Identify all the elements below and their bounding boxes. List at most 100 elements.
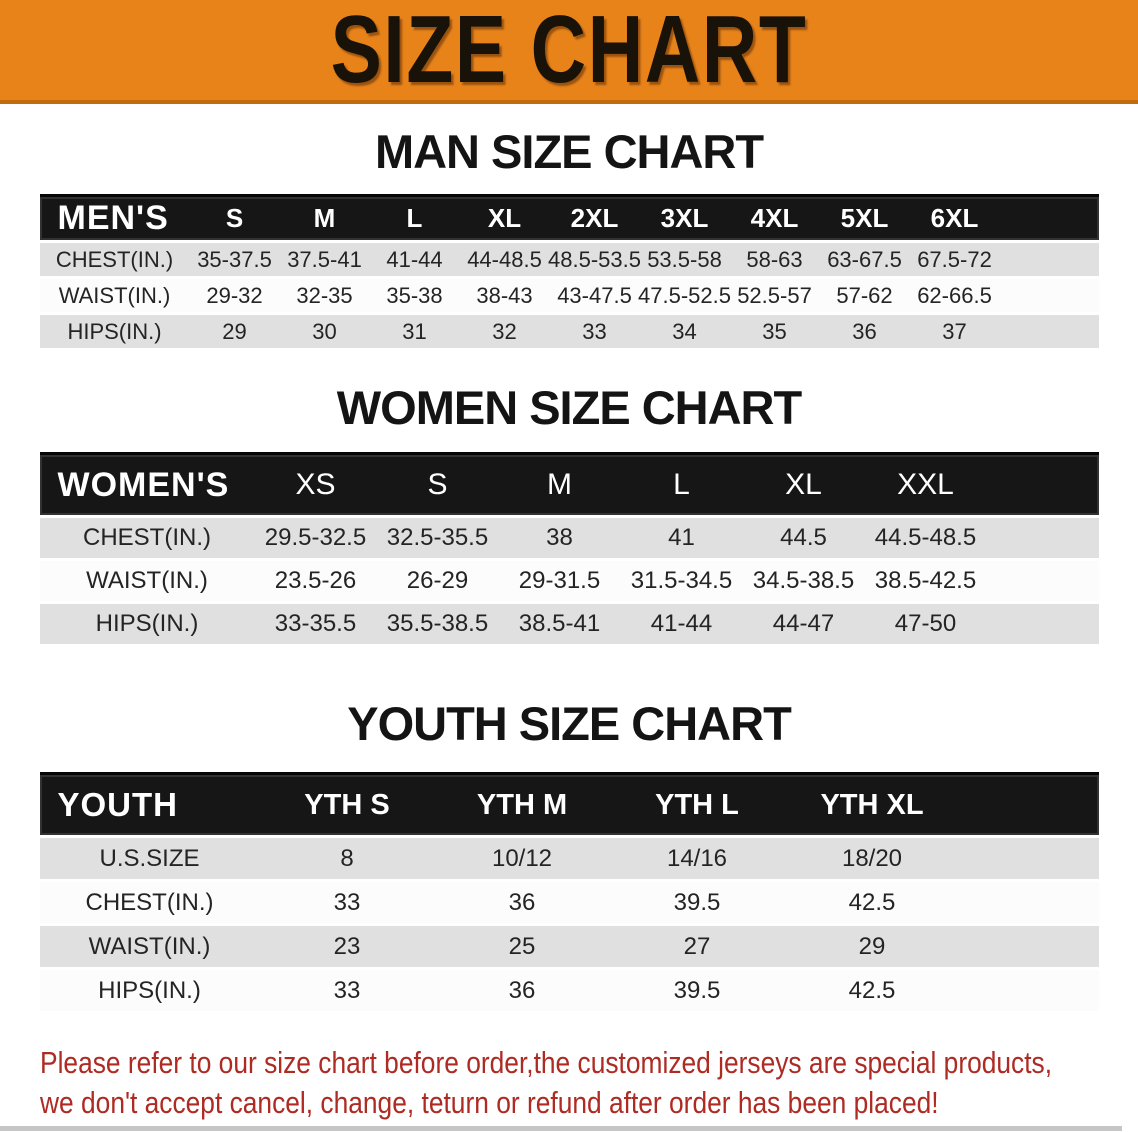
disclaimer: Please refer to our size chart before or… — [40, 1043, 1138, 1123]
measurement-value: 34 — [672, 318, 697, 344]
measurement-value: 52.5-57 — [737, 282, 812, 308]
size-column-header: L — [673, 468, 690, 501]
measurement-value: 25 — [508, 932, 536, 960]
size-column-header: S — [225, 203, 244, 233]
women-corner-label: WOMEN'S — [57, 465, 230, 504]
size-column-header: L — [406, 203, 423, 233]
measurement-value: 33 — [333, 888, 361, 916]
size-column-header: XL — [487, 203, 522, 233]
size-column-header: S — [427, 468, 448, 501]
youth-size-chart-heading: YOUTH SIZE CHART — [347, 697, 792, 750]
size-column-header: YTH XL — [820, 788, 924, 821]
measurement-value: 8 — [340, 844, 354, 872]
measurement-label: CHEST(IN.) — [85, 888, 214, 916]
measurement-value: 27 — [683, 932, 711, 960]
measurement-value: 10/12 — [491, 844, 553, 872]
youth-measurement-row: U.S.SIZE 8 10/12 14/16 18/20 — [39, 838, 1099, 879]
men-corner-label: MEN'S — [57, 199, 169, 237]
measurement-value: 48.5-53.5 — [548, 246, 641, 272]
measurement-value: 41 — [668, 524, 695, 551]
measurement-value: 47-50 — [894, 610, 957, 637]
measurement-value: 35-37.5 — [197, 246, 272, 272]
measurement-value: 14/16 — [666, 844, 728, 872]
measurement-value: 38 — [546, 524, 573, 551]
measurement-value: 30 — [312, 318, 337, 344]
measurement-label: HIPS(IN.) — [67, 318, 162, 344]
measurement-value: 37.5-41 — [287, 246, 362, 272]
youth-corner-label: YOUTH — [57, 786, 178, 823]
size-column-header: M — [547, 468, 572, 501]
measurement-value: 36 — [508, 888, 536, 916]
women-measurement-row: WAIST(IN.) 23.5-26 26-29 29-31.5 31.5-34.5 34… — [39, 561, 1099, 601]
measurement-value: 34.5-38.5 — [752, 567, 855, 594]
measurement-value: 18/20 — [841, 844, 903, 872]
measurement-value: 44.5-48.5 — [874, 524, 977, 551]
banner: SIZE CHART — [0, 0, 1138, 104]
measurement-value: 38-43 — [476, 282, 533, 308]
measurement-value: 44.5 — [780, 524, 827, 551]
measurement-value: 37 — [942, 318, 967, 344]
men-measurement-row: HIPS(IN.) 29 30 31 32 33 34 35 36 37 — [39, 315, 1099, 348]
measurement-value: 35.5-38.5 — [386, 610, 489, 637]
measurement-value: 36 — [852, 318, 877, 344]
measurement-value: 62-66.5 — [917, 282, 992, 308]
youth-table-header-row: YOUTH YTH S YTH M YTH L YTH XL — [39, 772, 1099, 835]
women-measurement-row: CHEST(IN.) 29.5-32.5 32.5-35.5 38 41 44.5 44.5… — [39, 518, 1099, 558]
measurement-label: CHEST(IN.) — [83, 524, 211, 551]
measurement-value: 26-29 — [406, 567, 469, 594]
men-table-header-row: MEN'S S M L XL 2XL 3XL 4XL 5XL 6XL — [39, 194, 1099, 240]
measurement-value: 43-47.5 — [557, 282, 632, 308]
measurement-value: 44-47 — [772, 610, 835, 637]
measurement-value: 29-32 — [206, 282, 263, 308]
size-column-header: 6XL — [930, 203, 979, 233]
measurement-value: 44-48.5 — [467, 246, 542, 272]
measurement-value: 38.5-42.5 — [874, 567, 977, 594]
women-size-table: WOMEN'S XS S M L XL XXL CHEST(IN.) 29.5-32.5 32.5… — [39, 452, 1099, 644]
size-column-header: M — [313, 203, 336, 233]
measurement-value: 33 — [582, 318, 607, 344]
measurement-value: 53.5-58 — [647, 246, 722, 272]
measurement-value: 32 — [492, 318, 517, 344]
youth-measurement-row: HIPS(IN.) 33 36 39.5 42.5 — [39, 970, 1099, 1011]
measurement-value: 39.5 — [673, 888, 721, 916]
measurement-label: CHEST(IN.) — [55, 246, 174, 272]
size-column-header: 3XL — [660, 203, 709, 233]
measurement-value: 58-63 — [746, 246, 803, 272]
size-column-header: YTH L — [655, 788, 739, 821]
size-column-header: XS — [295, 468, 336, 501]
measurement-value: 35-38 — [386, 282, 443, 308]
measurement-value: 42.5 — [848, 888, 896, 916]
men-measurement-row: WAIST(IN.) 29-32 32-35 35-38 38-43 43-47.5 47.… — [39, 279, 1099, 312]
men-size-table: MEN'S S M L XL 2XL 3XL 4XL 5XL 6XL CHEST(IN.) 35-37… — [39, 194, 1099, 348]
measurement-value: 36 — [508, 976, 536, 1004]
women-measurement-row: HIPS(IN.) 33-35.5 35.5-38.5 38.5-41 41-44 44-… — [39, 604, 1099, 644]
man-size-chart-heading: MAN SIZE CHART — [374, 125, 764, 178]
measurement-value: 63-67.5 — [827, 246, 902, 272]
measurement-value: 57-62 — [836, 282, 893, 308]
disclaimer-line-1: Please refer to our size chart before or… — [40, 1045, 1053, 1080]
measurement-value: 23 — [333, 932, 361, 960]
measurement-value: 32.5-35.5 — [386, 524, 489, 551]
bottom-edge-line — [0, 1126, 1122, 1131]
measurement-label: WAIST(IN.) — [88, 932, 211, 960]
measurement-value: 38.5-41 — [518, 610, 601, 637]
size-column-header: YTH S — [304, 788, 390, 821]
youth-measurement-row: WAIST(IN.) 23 25 27 29 — [39, 926, 1099, 967]
measurement-value: 42.5 — [848, 976, 896, 1004]
size-column-header: 5XL — [840, 203, 889, 233]
measurement-label: WAIST(IN.) — [86, 567, 208, 594]
size-column-header: XL — [785, 468, 822, 501]
size-column-header: XXL — [897, 468, 954, 501]
youth-size-table: YOUTH YTH S YTH M YTH L YTH XL U.S.SIZE 8 10/12… — [39, 772, 1099, 1011]
measurement-label: U.S.SIZE — [99, 844, 200, 872]
measurement-label: HIPS(IN.) — [98, 976, 201, 1004]
measurement-value: 67.5-72 — [917, 246, 992, 272]
men-measurement-row: CHEST(IN.) 35-37.5 37.5-41 41-44 44-48.5 48.5… — [39, 243, 1099, 276]
size-chart-title: SIZE CHART — [330, 0, 808, 103]
size-column-header: 4XL — [750, 203, 799, 233]
measurement-value: 33-35.5 — [274, 610, 357, 637]
measurement-value: 29-31.5 — [518, 567, 601, 594]
measurement-value: 47.5-52.5 — [638, 282, 731, 308]
measurement-value: 29.5-32.5 — [264, 524, 367, 551]
size-column-header: 2XL — [570, 203, 619, 233]
